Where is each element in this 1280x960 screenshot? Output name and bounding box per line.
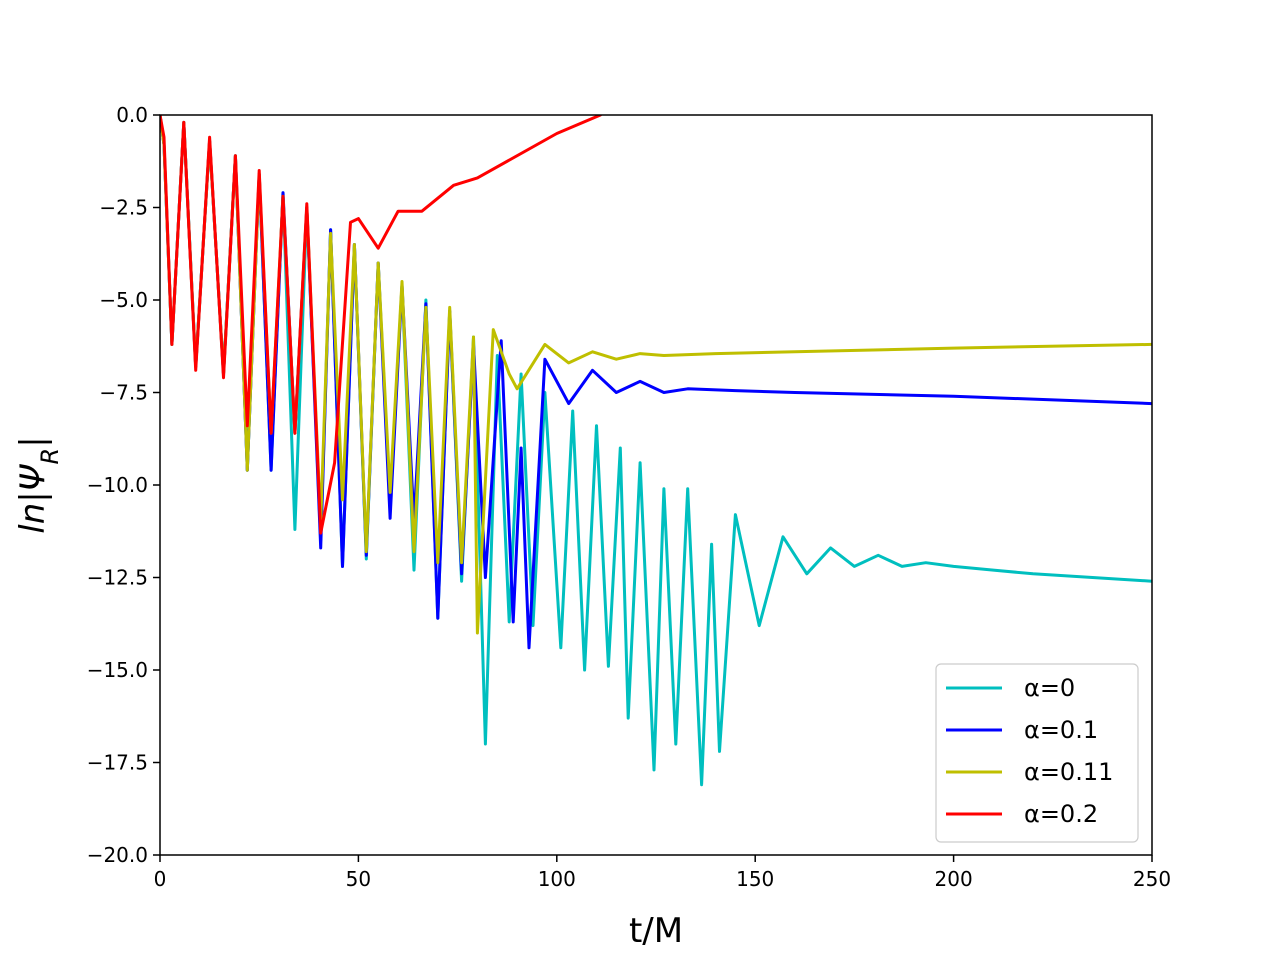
x-tick-label: 50 [346,867,371,891]
y-tick-label: −10.0 [87,473,148,497]
y-axis-label-text: ln|ΨR| [13,436,64,533]
x-tick-label: 250 [1133,867,1171,891]
y-tick-label: −2.5 [99,196,148,220]
x-tick-label: 150 [736,867,774,891]
legend-label-0: α=0 [1024,674,1075,702]
y-tick-label: −12.5 [87,566,148,590]
y-tick-label: −15.0 [87,658,148,682]
x-tick-label: 200 [935,867,973,891]
legend-frame [935,663,1139,843]
legend-label-2: α=0.11 [1024,758,1113,786]
series-layer [160,115,1152,787]
y-tick-label: −5.0 [99,288,148,312]
y-tick-label: −17.5 [87,751,148,775]
legend-label-1: α=0.1 [1024,716,1098,744]
y-tick-label: 0.0 [116,103,148,127]
x-tick-label: 100 [538,867,576,891]
legend-label-3: α=0.2 [1024,800,1098,828]
legend: α=0 α=0.1 α=0.11 α=0.2 [935,663,1139,843]
y-axis: 0.0 −2.5 −5.0 −7.5 −10.0 −12.5 −15.0 −17.5 −20.0 [87,103,160,867]
series-line-3 [160,115,602,535]
y-axis-label: ln|ΨR| [13,436,64,533]
x-tick-label: 0 [154,867,167,891]
y-tick-label: −20.0 [87,843,148,867]
x-axis-label: t/M [629,911,683,951]
y-tick-label: −7.5 [99,381,148,405]
x-axis: 0 50 100 150 200 250 [154,855,1171,891]
